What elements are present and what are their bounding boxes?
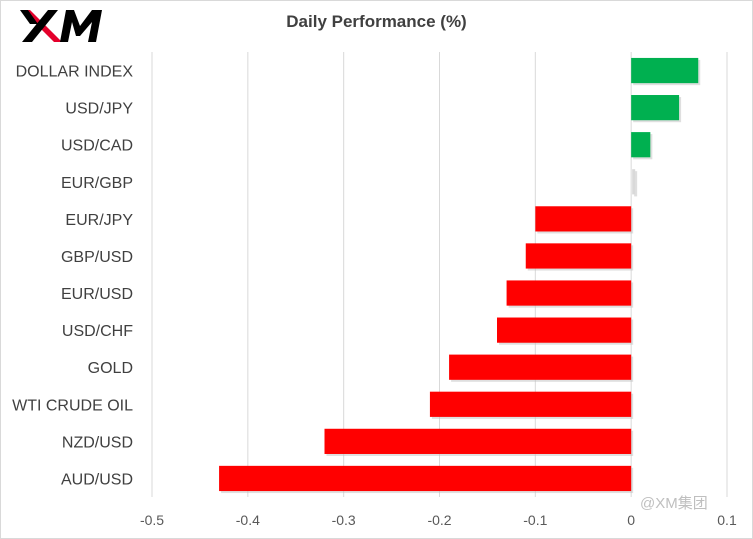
x-tick-label: 0.1 [717, 512, 737, 528]
category-label: USD/JPY [65, 101, 133, 118]
bar [631, 132, 651, 158]
category-label: NZD/USD [62, 434, 133, 451]
bar [324, 428, 632, 454]
x-tick-label: -0.4 [236, 512, 260, 528]
category-label: GOLD [88, 360, 133, 377]
bar [525, 243, 632, 269]
category-label: DOLLAR INDEX [16, 64, 134, 81]
bar [429, 391, 632, 417]
category-label: USD/CHF [62, 323, 133, 340]
bar [631, 95, 680, 121]
category-label: GBP/USD [61, 249, 133, 266]
x-tick-label: -0.3 [332, 512, 356, 528]
x-tick-label: -0.2 [427, 512, 451, 528]
chart-title: Daily Performance (%) [286, 12, 467, 31]
category-label: WTI CRUDE OIL [12, 397, 133, 414]
bar [535, 206, 632, 232]
category-label: EUR/JPY [65, 212, 133, 229]
bar [631, 57, 699, 84]
x-tick-label: -0.5 [140, 512, 164, 528]
category-label: USD/CAD [61, 138, 133, 155]
bar [506, 280, 632, 306]
x-tick-label: -0.1 [523, 512, 547, 528]
x-tick-label: 0 [627, 512, 635, 528]
bar [497, 317, 632, 343]
bar-shadow [634, 171, 638, 197]
xm-logo [20, 10, 102, 42]
watermark: @XM集团 [640, 495, 708, 512]
bar [219, 465, 632, 492]
category-label: EUR/GBP [61, 175, 133, 192]
bar [632, 169, 636, 195]
category-label: AUD/USD [61, 471, 133, 488]
bar [449, 354, 632, 380]
category-label: EUR/USD [61, 286, 133, 303]
